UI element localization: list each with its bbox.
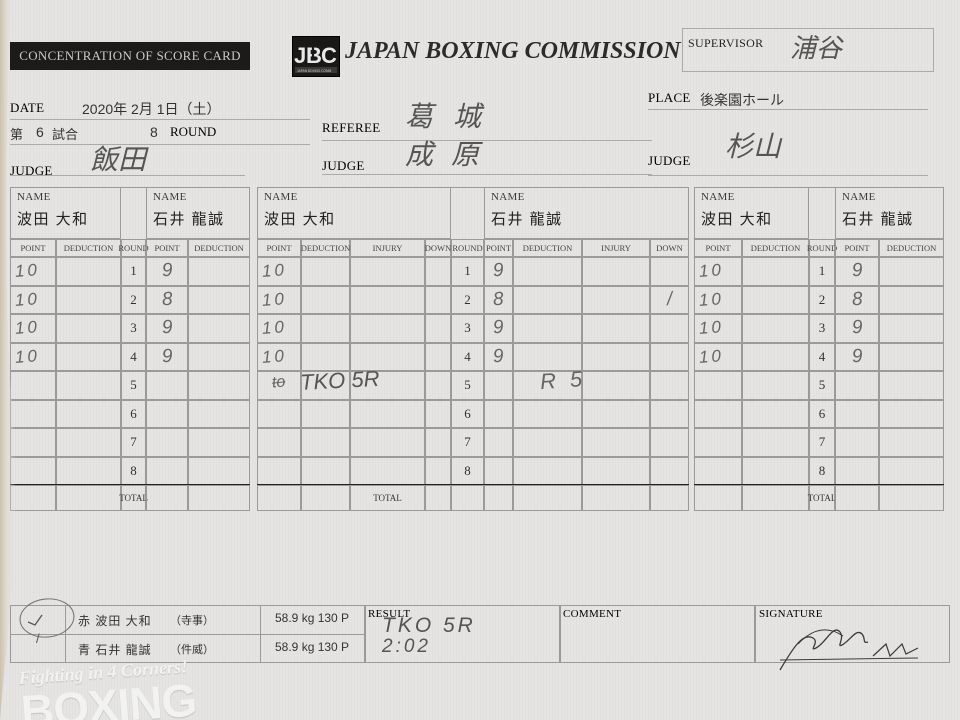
svg-text:C: C [321, 43, 337, 68]
svg-text:J: J [294, 43, 305, 68]
svg-text:JAPAN BOXING COMM: JAPAN BOXING COMM [297, 69, 332, 73]
